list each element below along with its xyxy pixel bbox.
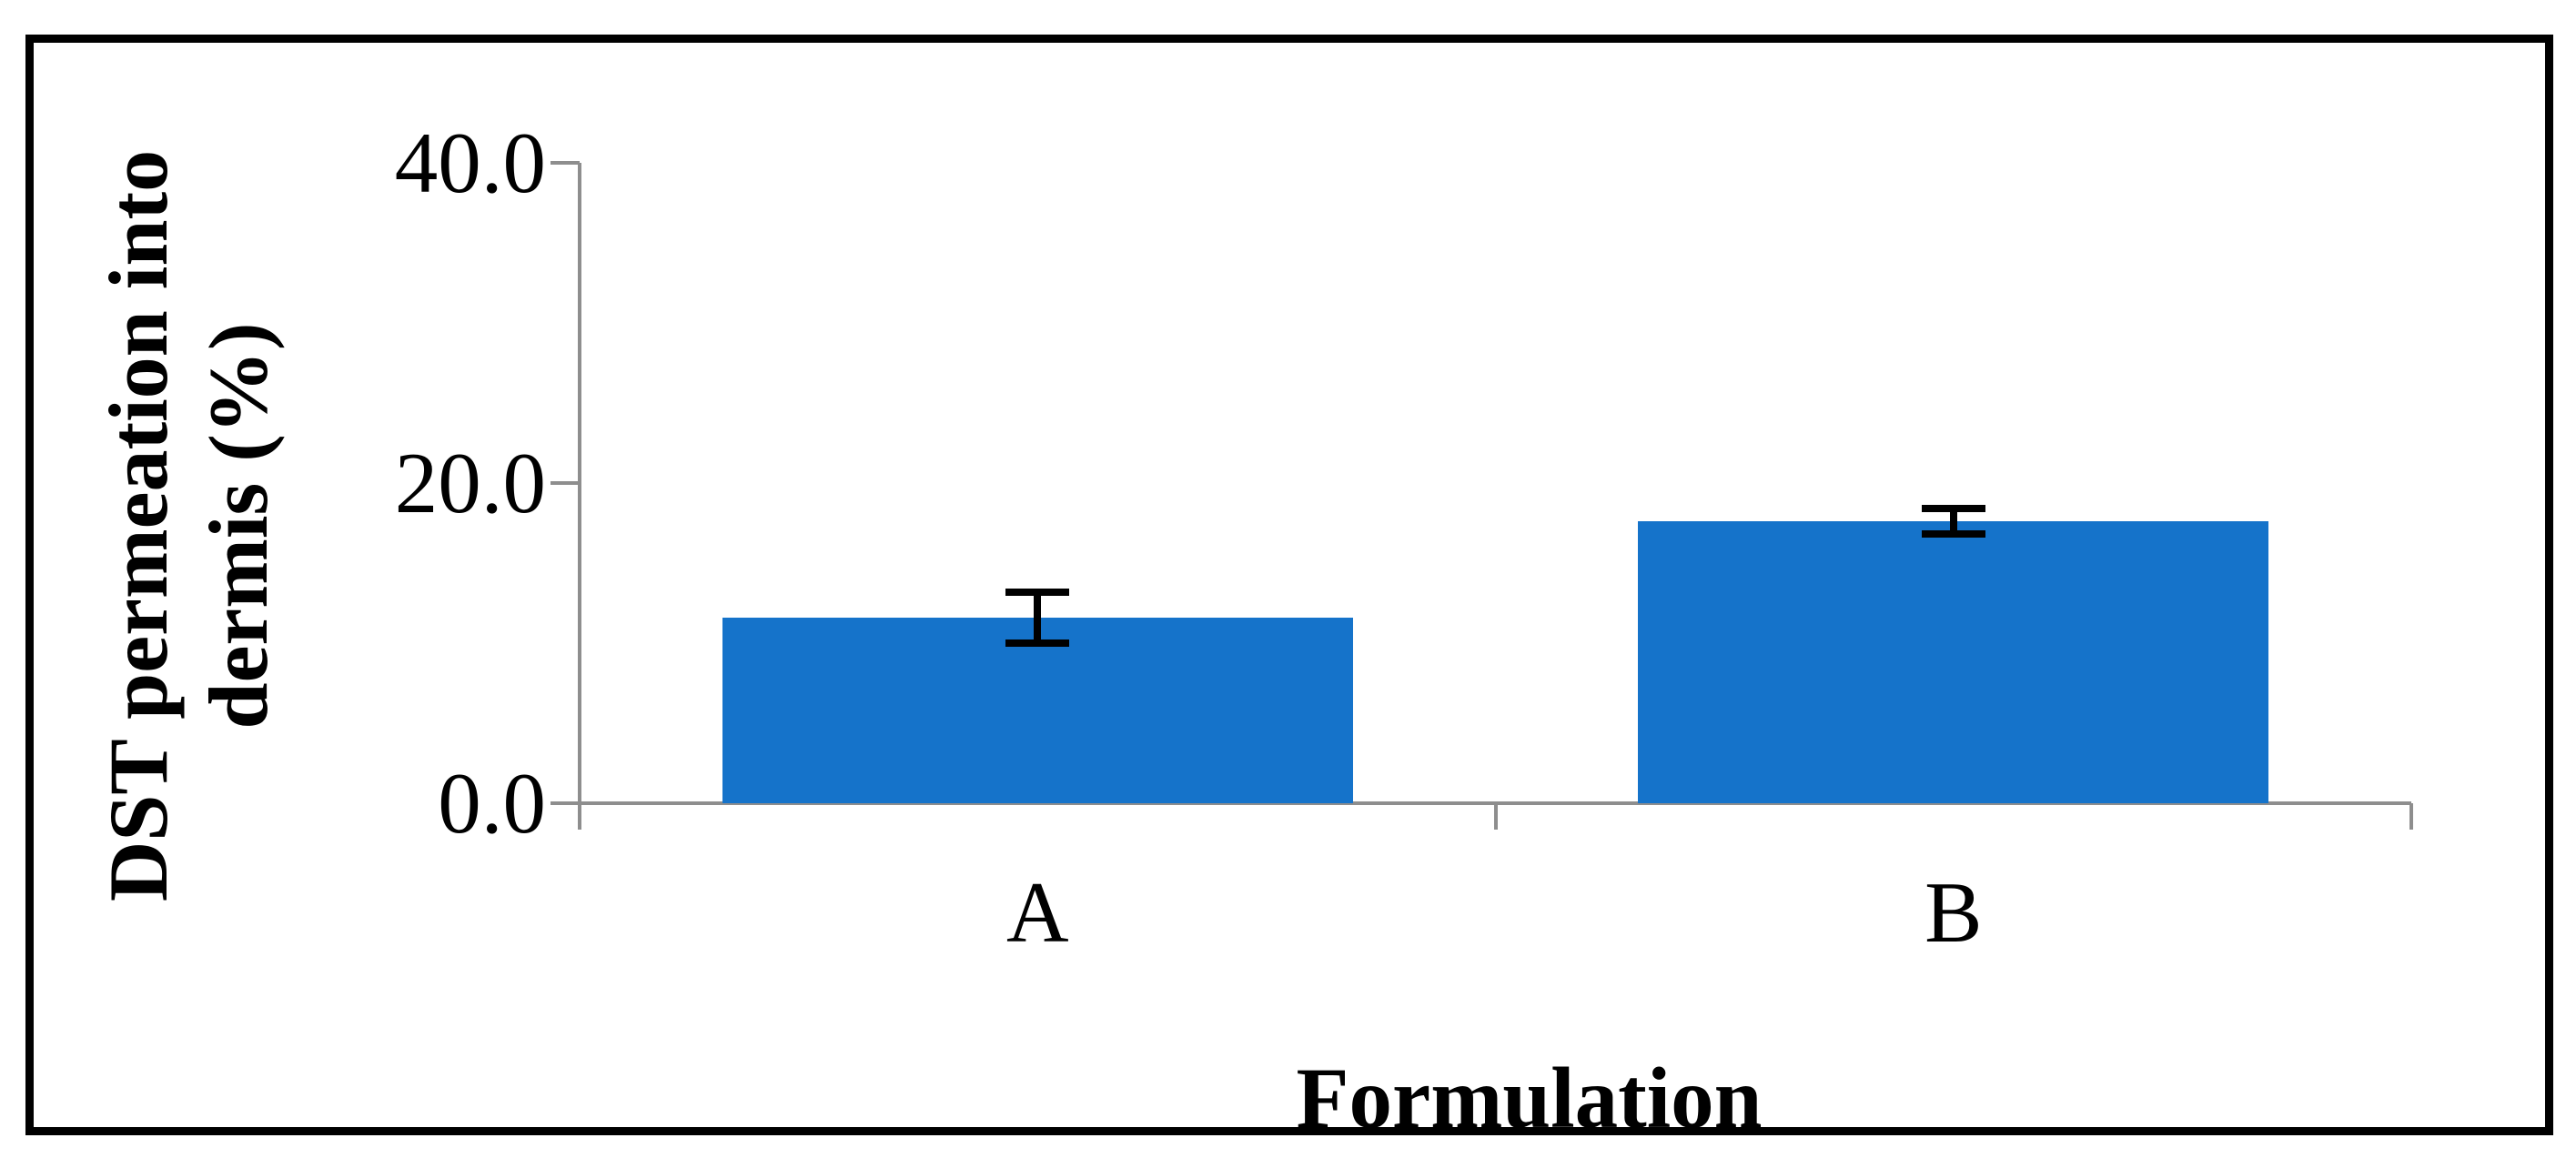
y-tick-label-20.0: 20.0 [394, 434, 546, 531]
y-tick-label-40.0: 40.0 [394, 114, 546, 211]
y-tick-20.0 [551, 481, 580, 485]
bar-A [722, 617, 1353, 803]
x-tick-0 [578, 803, 581, 830]
error-bar-B-cap-bottom [1921, 530, 1985, 539]
y-tick-label-0.0: 0.0 [438, 754, 546, 851]
error-bar-A-cap-bottom [1005, 639, 1070, 647]
category-label-A: A [1005, 863, 1069, 961]
category-label-B: B [1924, 863, 1983, 961]
y-axis-line [578, 163, 581, 830]
x-axis-title: Formulation [1296, 1050, 1763, 1146]
error-bar-A-line [1034, 591, 1042, 643]
y-tick-0.0 [551, 801, 580, 805]
error-bar-B-line [1949, 509, 1957, 535]
bar-B [1638, 521, 2269, 803]
x-tick-2 [2409, 803, 2413, 830]
x-tick-1 [1493, 803, 1498, 830]
error-bar-B-cap-top [1921, 505, 1985, 513]
y-tick-40.0 [551, 161, 580, 165]
error-bar-A-cap-top [1005, 588, 1070, 596]
